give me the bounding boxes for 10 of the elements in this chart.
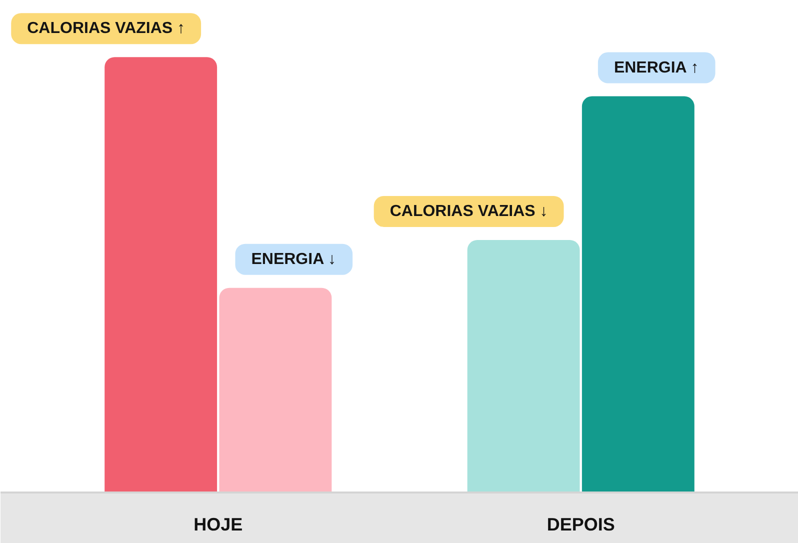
annotation: ENERGIA ↓: [251, 250, 336, 268]
text: CALORIAS VAZIAS ↑: [27, 20, 186, 38]
bar: [219, 288, 332, 492]
bar: [467, 240, 580, 492]
annotation: ENERGIA ↑: [614, 59, 699, 76]
bar: [582, 96, 694, 492]
bar: [104, 57, 218, 492]
annotation: CALORIAS VAZIAS ↓: [390, 202, 548, 220]
x-tick-label: HOJE: [194, 514, 243, 534]
x-tick-label: DEPOIS: [546, 514, 615, 534]
